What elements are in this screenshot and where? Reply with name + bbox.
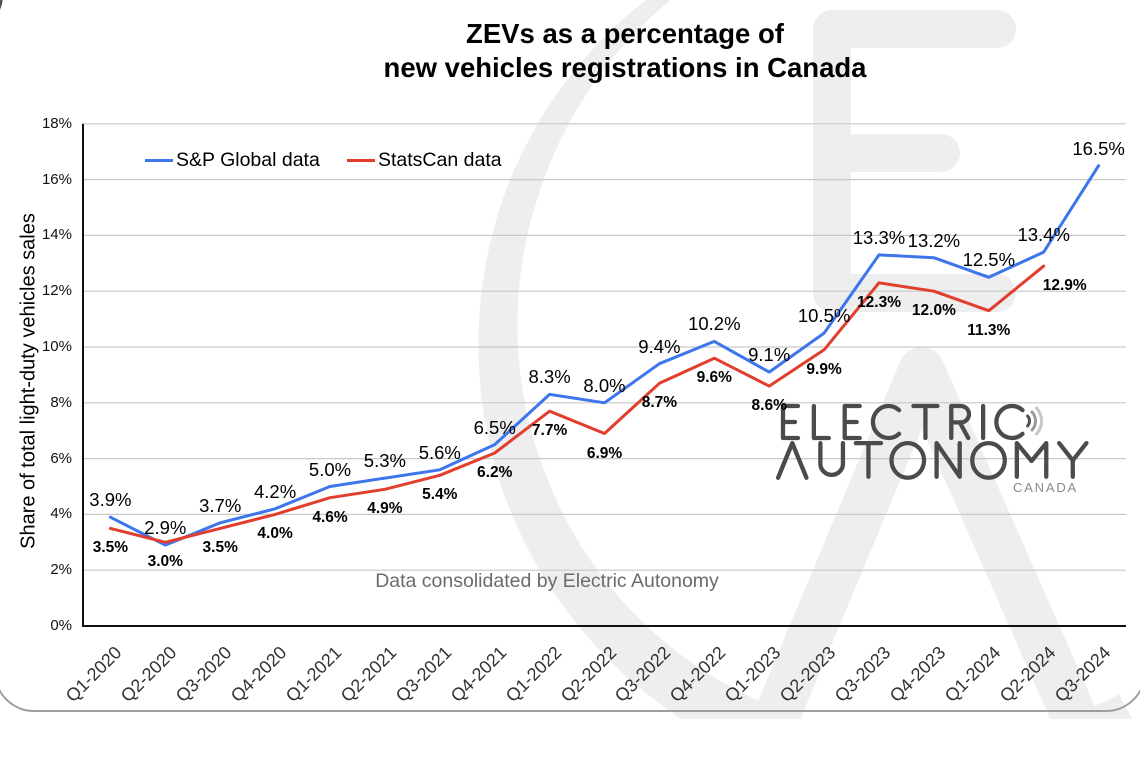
data-label-sp-global: 13.3% bbox=[852, 226, 906, 248]
legend-swatch-statscan bbox=[347, 159, 375, 162]
data-label-statscan: 9.9% bbox=[806, 360, 842, 378]
chart-title-line2: new vehicles registrations in Canada bbox=[383, 52, 867, 83]
logo-canada-label: CANADA bbox=[1013, 480, 1078, 495]
y-axis-title: Share of total light-duty vehicles sales bbox=[17, 213, 40, 549]
data-label-sp-global: 3.9% bbox=[89, 489, 132, 511]
legend-swatch-sp-global bbox=[145, 159, 173, 162]
y-tick-label: 0% bbox=[50, 617, 72, 634]
electric-autonomy-logo bbox=[775, 403, 1089, 480]
data-label-statscan: 11.3% bbox=[967, 321, 1011, 339]
annotation-note: Data consolidated by Electric Autonomy bbox=[375, 570, 719, 592]
data-label-sp-global: 13.4% bbox=[1017, 224, 1070, 246]
data-label-statscan: 12.3% bbox=[857, 293, 901, 311]
chart-canvas bbox=[82, 123, 1126, 627]
data-label-statscan: 12.0% bbox=[911, 302, 956, 320]
y-tick-label: 18% bbox=[41, 114, 72, 132]
legend-label-statscan: StatsCan data bbox=[378, 149, 502, 171]
data-label-sp-global: 13.2% bbox=[907, 229, 961, 251]
data-label-statscan: 12.9% bbox=[1042, 277, 1087, 295]
data-label-statscan: 9.6% bbox=[696, 369, 732, 387]
data-label-statscan: 4.6% bbox=[312, 508, 348, 526]
data-label-statscan: 8.7% bbox=[641, 394, 678, 412]
y-tick-label: 8% bbox=[50, 393, 72, 411]
chart-labels: ZEVs as a percentage of new vehicles reg… bbox=[17, 18, 1125, 706]
data-label-statscan: 5.4% bbox=[422, 486, 458, 504]
chart-title-line1: ZEVs as a percentage of bbox=[466, 18, 784, 49]
data-label-sp-global: 6.5% bbox=[473, 416, 516, 438]
data-label-sp-global: 16.5% bbox=[1072, 137, 1125, 159]
data-label-sp-global: 2.9% bbox=[144, 517, 187, 539]
y-tick-label: 14% bbox=[41, 226, 72, 244]
data-label-sp-global: 8.3% bbox=[528, 366, 571, 388]
data-label-sp-global: 10.5% bbox=[797, 305, 851, 327]
data-label-sp-global: 9.1% bbox=[748, 344, 791, 366]
data-label-statscan: 3.5% bbox=[92, 539, 129, 557]
data-label-sp-global: 5.3% bbox=[363, 450, 406, 472]
data-label-sp-global: 3.7% bbox=[199, 494, 242, 516]
chart-screenshot: ZEVs as a percentage of new vehicles reg… bbox=[0, 0, 1140, 719]
data-label-statscan: 8.6% bbox=[751, 397, 787, 415]
legend-label-sp-global: S&P Global data bbox=[176, 149, 320, 171]
data-label-statscan: 6.2% bbox=[477, 464, 513, 481]
corner-artifact bbox=[0, 0, 3, 10]
data-label-sp-global: 9.4% bbox=[638, 335, 681, 357]
data-label-sp-global: 5.0% bbox=[308, 458, 352, 480]
y-tick-label: 10% bbox=[41, 338, 72, 355]
data-label-statscan: 6.9% bbox=[586, 444, 623, 462]
data-label-sp-global: 4.2% bbox=[254, 480, 297, 502]
data-label-statscan: 3.5% bbox=[202, 539, 238, 557]
data-label-sp-global: 5.6% bbox=[418, 441, 461, 463]
data-label-statscan: 4.9% bbox=[367, 500, 403, 518]
y-tick-label: 4% bbox=[50, 505, 72, 523]
data-label-statscan: 3.0% bbox=[147, 553, 183, 571]
y-tick-label: 6% bbox=[50, 449, 72, 467]
data-label-statscan: 7.7% bbox=[531, 422, 568, 440]
data-label-statscan: 4.0% bbox=[257, 525, 293, 543]
y-tick-label: 16% bbox=[41, 170, 72, 188]
y-tick-label: 12% bbox=[41, 282, 72, 300]
data-label-sp-global: 12.5% bbox=[962, 249, 1016, 271]
background-watermark bbox=[478, 0, 1133, 719]
y-tick-label: 2% bbox=[50, 561, 72, 579]
data-label-sp-global: 10.2% bbox=[688, 313, 741, 335]
data-label-sp-global: 8.0% bbox=[583, 374, 626, 396]
